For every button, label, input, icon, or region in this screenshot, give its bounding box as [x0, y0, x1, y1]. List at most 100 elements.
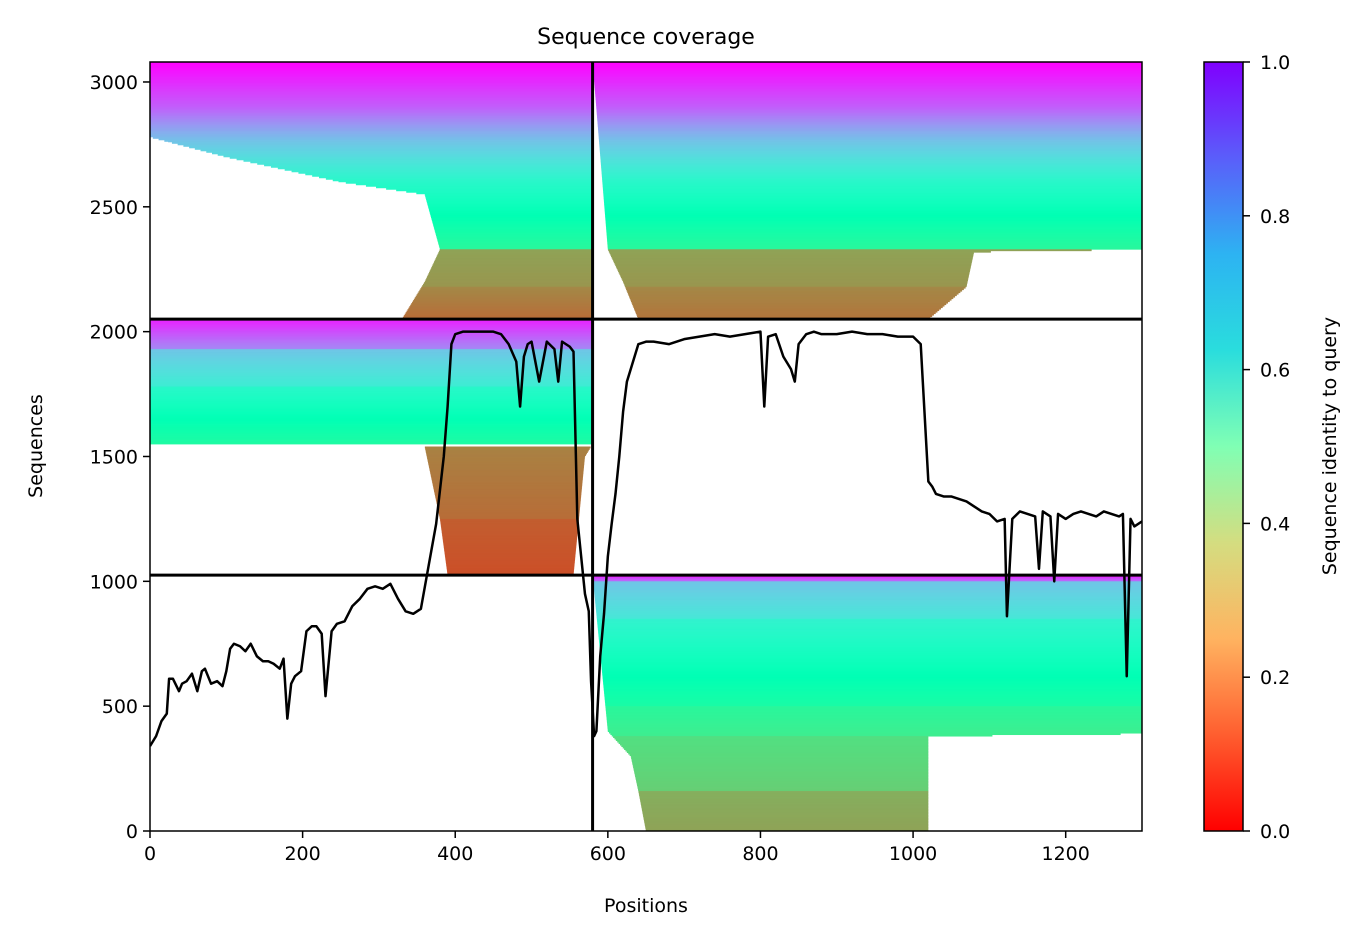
coverage-strip — [345, 181, 593, 184]
coverage-strip — [596, 617, 1142, 620]
coverage-strip — [634, 772, 929, 774]
coverage-strip — [150, 430, 593, 432]
coverage-strip — [595, 91, 1142, 94]
coverage-strip — [150, 361, 593, 364]
coverage-strip — [596, 611, 1142, 614]
coverage-strip — [603, 195, 1142, 198]
coverage-strip — [630, 298, 952, 301]
coverage-strip — [206, 150, 593, 153]
coverage-strip — [604, 211, 1142, 214]
coverage-strip — [428, 205, 593, 208]
colorbar-tick-label: 1.0 — [1260, 52, 1290, 74]
coverage-strip — [632, 303, 947, 306]
coverage-strip — [434, 229, 593, 232]
coverage-strip — [594, 82, 1142, 85]
coverage-strip — [150, 69, 593, 72]
coverage-strip — [150, 407, 593, 410]
coverage-strip — [628, 294, 957, 297]
coverage-strip — [442, 533, 578, 536]
coverage-strip — [426, 277, 593, 280]
coverage-strip — [596, 111, 1142, 114]
coverage-strip — [434, 259, 593, 262]
coverage-heatmap — [150, 62, 1142, 831]
coverage-strip — [150, 370, 593, 372]
coverage-strip — [150, 374, 593, 377]
coverage-strip — [607, 727, 1142, 730]
coverage-strip — [600, 156, 1142, 159]
y-tick-label: 1000 — [90, 571, 138, 593]
coverage-strip — [633, 306, 943, 309]
coverage-strip — [442, 539, 577, 542]
coverage-strip — [150, 65, 593, 67]
coverage-strip — [595, 605, 1142, 608]
coverage-strip — [150, 400, 593, 402]
coverage-strip — [150, 385, 593, 387]
coverage-strip — [600, 162, 1142, 165]
coverage-strip — [641, 807, 929, 810]
coverage-strip — [636, 779, 929, 782]
coverage-strip — [626, 289, 963, 292]
coverage-strip — [595, 97, 1142, 100]
coverage-strip — [604, 204, 1142, 207]
coverage-strip — [615, 265, 971, 268]
coverage-strip — [150, 96, 593, 99]
coverage-strip — [436, 237, 593, 240]
coverage-strip — [158, 138, 593, 141]
coverage-strip — [150, 93, 593, 96]
coverage-strip — [601, 668, 1142, 671]
coverage-strip — [602, 177, 1142, 180]
coverage-strip — [150, 398, 593, 401]
coverage-strip — [595, 94, 1142, 97]
coverage-strip — [435, 497, 581, 500]
coverage-strip — [595, 602, 1142, 605]
coverage-strip — [150, 373, 593, 375]
coverage-strip — [625, 749, 929, 752]
coverage-strip — [599, 143, 1142, 146]
coverage-strip — [598, 630, 1142, 633]
coverage-strip — [150, 94, 593, 97]
coverage-strip — [605, 702, 1142, 705]
coverage-strip — [595, 93, 1142, 96]
coverage-strip — [597, 620, 1142, 623]
coverage-strip — [619, 273, 970, 276]
coverage-strip — [599, 642, 1142, 645]
coverage-strip — [439, 518, 579, 520]
coverage-strip — [150, 335, 593, 338]
coverage-strip — [150, 85, 593, 88]
coverage-strip — [600, 650, 1142, 653]
coverage-strip — [602, 671, 1142, 674]
coverage-strip — [434, 228, 593, 231]
coverage-strip — [635, 312, 936, 315]
coverage-strip — [604, 205, 1142, 208]
coverage-strip — [632, 764, 929, 767]
coverage-strip — [426, 455, 586, 458]
coverage-strip — [442, 536, 578, 539]
coverage-strip — [604, 696, 1142, 699]
coverage-strip — [443, 547, 577, 550]
coverage-strip — [431, 267, 593, 270]
coverage-strip — [640, 800, 929, 802]
coverage-strip — [277, 167, 593, 170]
coverage-strip — [436, 256, 593, 259]
coverage-strip — [171, 141, 593, 144]
coverage-strip — [631, 301, 948, 304]
coverage-strip — [606, 721, 1142, 724]
coverage-strip — [405, 312, 593, 315]
coverage-strip — [150, 132, 593, 135]
coverage-strip — [428, 208, 593, 211]
coverage-strip — [437, 506, 581, 509]
coverage-strip — [413, 298, 593, 301]
y-axis-label: Sequences — [25, 394, 47, 498]
coverage-strip — [150, 328, 593, 331]
coverage-strip — [618, 271, 970, 274]
coverage-strip — [606, 234, 1142, 237]
coverage-strip — [640, 803, 929, 805]
coverage-strip — [150, 434, 593, 437]
coverage-strip — [596, 114, 1142, 117]
coverage-strip — [150, 424, 593, 426]
coverage-strip — [436, 235, 593, 238]
y-tick-label: 2000 — [90, 322, 138, 344]
coverage-strip — [631, 757, 929, 759]
coverage-strip — [150, 320, 593, 323]
coverage-strip — [596, 105, 1142, 108]
